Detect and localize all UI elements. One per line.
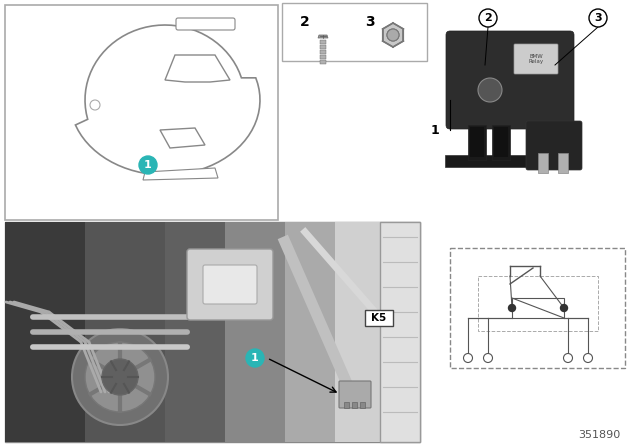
Bar [5, 222, 85, 442]
Text: 1: 1 [251, 353, 259, 363]
FancyBboxPatch shape [203, 265, 257, 304]
Bar [478, 276, 598, 331]
FancyBboxPatch shape [446, 31, 574, 129]
Polygon shape [143, 168, 218, 180]
Bar [445, 155, 575, 167]
Circle shape [72, 329, 168, 425]
FancyBboxPatch shape [526, 121, 582, 170]
FancyBboxPatch shape [176, 18, 235, 30]
Circle shape [246, 349, 264, 367]
Text: 1: 1 [144, 160, 152, 170]
FancyBboxPatch shape [339, 381, 371, 408]
FancyBboxPatch shape [187, 249, 273, 320]
Bar [380, 222, 420, 442]
Circle shape [387, 29, 399, 41]
Bar [450, 248, 625, 368]
Bar [352, 402, 357, 408]
Polygon shape [383, 23, 403, 47]
FancyBboxPatch shape [514, 44, 558, 74]
Circle shape [589, 9, 607, 27]
Text: BMW
Relay: BMW Relay [529, 54, 543, 65]
Circle shape [509, 305, 515, 311]
Bar [494, 127, 508, 157]
Circle shape [387, 29, 399, 41]
Bar [165, 222, 225, 442]
Circle shape [479, 9, 497, 27]
Text: 2: 2 [300, 15, 310, 29]
Bar [492, 125, 510, 160]
Bar [320, 40, 326, 44]
Bar [468, 125, 486, 160]
Bar [360, 402, 365, 408]
Bar [85, 222, 165, 442]
Bar [558, 153, 568, 173]
Circle shape [102, 359, 138, 395]
Circle shape [478, 78, 502, 102]
Bar [538, 153, 548, 173]
Bar [5, 222, 420, 442]
Polygon shape [160, 128, 205, 148]
Bar [470, 127, 484, 157]
Circle shape [463, 353, 472, 362]
Bar [335, 222, 420, 442]
Text: 3: 3 [594, 13, 602, 23]
Circle shape [561, 305, 568, 311]
Bar [320, 55, 326, 59]
Bar [5, 5, 278, 220]
Bar [282, 3, 427, 61]
Bar [320, 45, 326, 49]
Bar [320, 60, 326, 64]
Circle shape [563, 353, 573, 362]
Polygon shape [318, 35, 328, 38]
Circle shape [483, 353, 493, 362]
Circle shape [584, 353, 593, 362]
Bar [344, 402, 349, 408]
Circle shape [85, 342, 155, 412]
Bar [320, 50, 326, 54]
Bar [512, 298, 564, 318]
Text: 2: 2 [484, 13, 492, 23]
Bar [225, 222, 285, 442]
Bar [365, 310, 393, 326]
Text: 351890: 351890 [578, 430, 620, 440]
Circle shape [139, 156, 157, 174]
Polygon shape [76, 25, 260, 175]
Circle shape [90, 100, 100, 110]
Text: 3: 3 [365, 15, 375, 29]
Polygon shape [165, 55, 230, 82]
Bar [285, 222, 335, 442]
Text: 1: 1 [431, 124, 440, 137]
Text: K5: K5 [371, 313, 387, 323]
